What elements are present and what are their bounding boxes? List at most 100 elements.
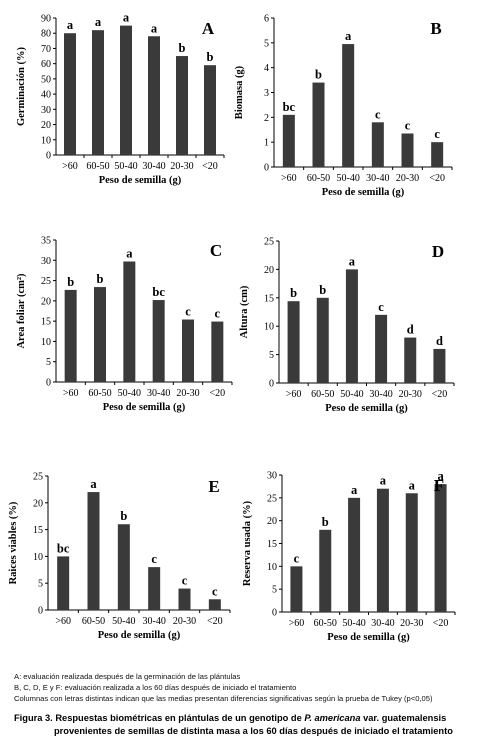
chart-panel-c: 0 5 10 15 20 25 30 35 b >60 b 60-50 a 50-40 bc 30-40 c 20… xyxy=(16,236,233,413)
significance-label: b xyxy=(207,50,214,64)
x-tick-label: 20-30 xyxy=(396,173,419,184)
bar xyxy=(123,261,136,382)
x-tick-label: <20 xyxy=(202,161,218,172)
bar xyxy=(405,493,418,612)
x-axis-title: Peso de semilla (g) xyxy=(327,632,410,643)
panel-letter: C xyxy=(210,241,222,260)
x-tick-label: 60-50 xyxy=(86,161,109,172)
chart-panel-d: 0 5 10 15 20 25 b >60 b 60-50 a 50-40 c 30-40 d 20-30 d <… xyxy=(239,237,455,414)
significance-label: c xyxy=(151,552,157,566)
panel-letter: A xyxy=(202,19,215,38)
bar xyxy=(316,297,329,383)
significance-label: c xyxy=(405,118,411,132)
significance-label: a xyxy=(67,18,74,32)
x-tick-label: 50-40 xyxy=(340,389,363,400)
x-tick-label: 20-30 xyxy=(173,616,196,627)
significance-label: c xyxy=(294,551,300,565)
significance-label: bc xyxy=(152,285,165,299)
y-tick-label: 10 xyxy=(41,337,51,348)
bar xyxy=(375,314,388,383)
bar xyxy=(152,300,165,382)
note-line: A: evaluación realizada después de la ge… xyxy=(14,672,241,681)
y-axis-title: Raices viables (%) xyxy=(8,501,19,584)
x-tick-label: 30-40 xyxy=(369,389,392,400)
bar xyxy=(176,56,188,155)
y-tick-label: 50 xyxy=(41,74,51,85)
bar xyxy=(64,289,77,382)
y-tick-label: 10 xyxy=(267,562,277,573)
y-tick-label: 25 xyxy=(264,237,274,248)
x-axis-title: Peso de semilla (g) xyxy=(98,630,181,641)
x-tick-label: <20 xyxy=(432,389,448,400)
caption-species: P. americana xyxy=(304,713,361,723)
bar xyxy=(204,65,216,155)
y-tick-label: 0 xyxy=(46,378,51,389)
significance-label: a xyxy=(345,29,352,43)
significance-label: a xyxy=(90,477,97,491)
y-tick-label: 1 xyxy=(264,138,269,149)
significance-label: b xyxy=(322,515,329,529)
y-tick-label: 20 xyxy=(264,265,274,276)
significance-label: c xyxy=(434,127,440,141)
bar xyxy=(178,588,191,610)
y-tick-label: 0 xyxy=(46,151,51,162)
x-tick-label: 30-40 xyxy=(366,173,389,184)
significance-label: c xyxy=(378,300,384,314)
x-axis-title: Peso de semilla (g) xyxy=(103,402,186,413)
y-tick-label: 5 xyxy=(46,357,51,368)
significance-label: a xyxy=(351,483,358,497)
significance-label: c xyxy=(185,305,191,319)
x-tick-label: 20-30 xyxy=(176,388,199,399)
y-tick-label: 6 xyxy=(264,14,269,25)
y-axis-title: Altura (cm) xyxy=(239,285,250,338)
y-tick-label: 10 xyxy=(264,322,274,333)
x-tick-label: 50-40 xyxy=(342,618,365,629)
y-tick-label: 20 xyxy=(41,296,51,307)
significance-label: a xyxy=(151,21,158,35)
bar xyxy=(92,30,104,155)
significance-label: b xyxy=(315,68,322,82)
panel-letter: D xyxy=(432,242,444,261)
y-tick-label: 90 xyxy=(41,14,51,25)
bar xyxy=(401,133,414,167)
x-tick-label: >60 xyxy=(62,161,78,172)
significance-label: b xyxy=(97,272,104,286)
y-tick-label: 0 xyxy=(38,606,43,617)
significance-label: b xyxy=(290,286,297,300)
x-tick-label: 30-40 xyxy=(147,388,170,399)
significance-label: a xyxy=(380,474,387,488)
y-tick-label: 2 xyxy=(264,113,269,124)
bar xyxy=(371,122,384,167)
x-tick-label: 60-50 xyxy=(307,173,330,184)
y-tick-label: 40 xyxy=(41,90,51,101)
y-tick-label: 0 xyxy=(272,608,277,619)
bar xyxy=(342,44,355,168)
bar xyxy=(87,492,100,610)
y-tick-label: 30 xyxy=(41,105,51,116)
x-tick-label: 50-40 xyxy=(114,161,137,172)
significance-label: b xyxy=(179,41,186,55)
bar xyxy=(312,82,325,167)
y-tick-label: 30 xyxy=(267,471,277,482)
x-tick-label: 30-40 xyxy=(142,616,165,627)
y-tick-label: 5 xyxy=(38,579,43,590)
y-tick-label: 25 xyxy=(267,493,277,504)
y-tick-label: 10 xyxy=(33,552,43,563)
bar xyxy=(404,337,417,383)
chart-panel-f: 0 5 10 15 20 25 30 c >60 b 60-50 a 50-40 a 30-40 a 20-30… xyxy=(242,469,456,643)
significance-label: d xyxy=(407,323,414,337)
x-tick-label: >60 xyxy=(281,173,297,184)
bar xyxy=(282,114,295,167)
y-axis-title: Germinación (%) xyxy=(16,46,27,126)
significance-label: a xyxy=(126,247,133,261)
bar xyxy=(64,33,76,155)
panel-letter: B xyxy=(430,19,441,38)
y-tick-label: 5 xyxy=(272,585,277,596)
significance-label: c xyxy=(182,574,188,588)
x-tick-label: 50-40 xyxy=(336,173,359,184)
figure-caption: Figura 3. Respuestas biométricas en plán… xyxy=(14,712,474,738)
x-tick-label: >60 xyxy=(286,389,302,400)
x-tick-label: 30-40 xyxy=(371,618,394,629)
x-axis-title: Peso de semilla (g) xyxy=(322,187,405,198)
